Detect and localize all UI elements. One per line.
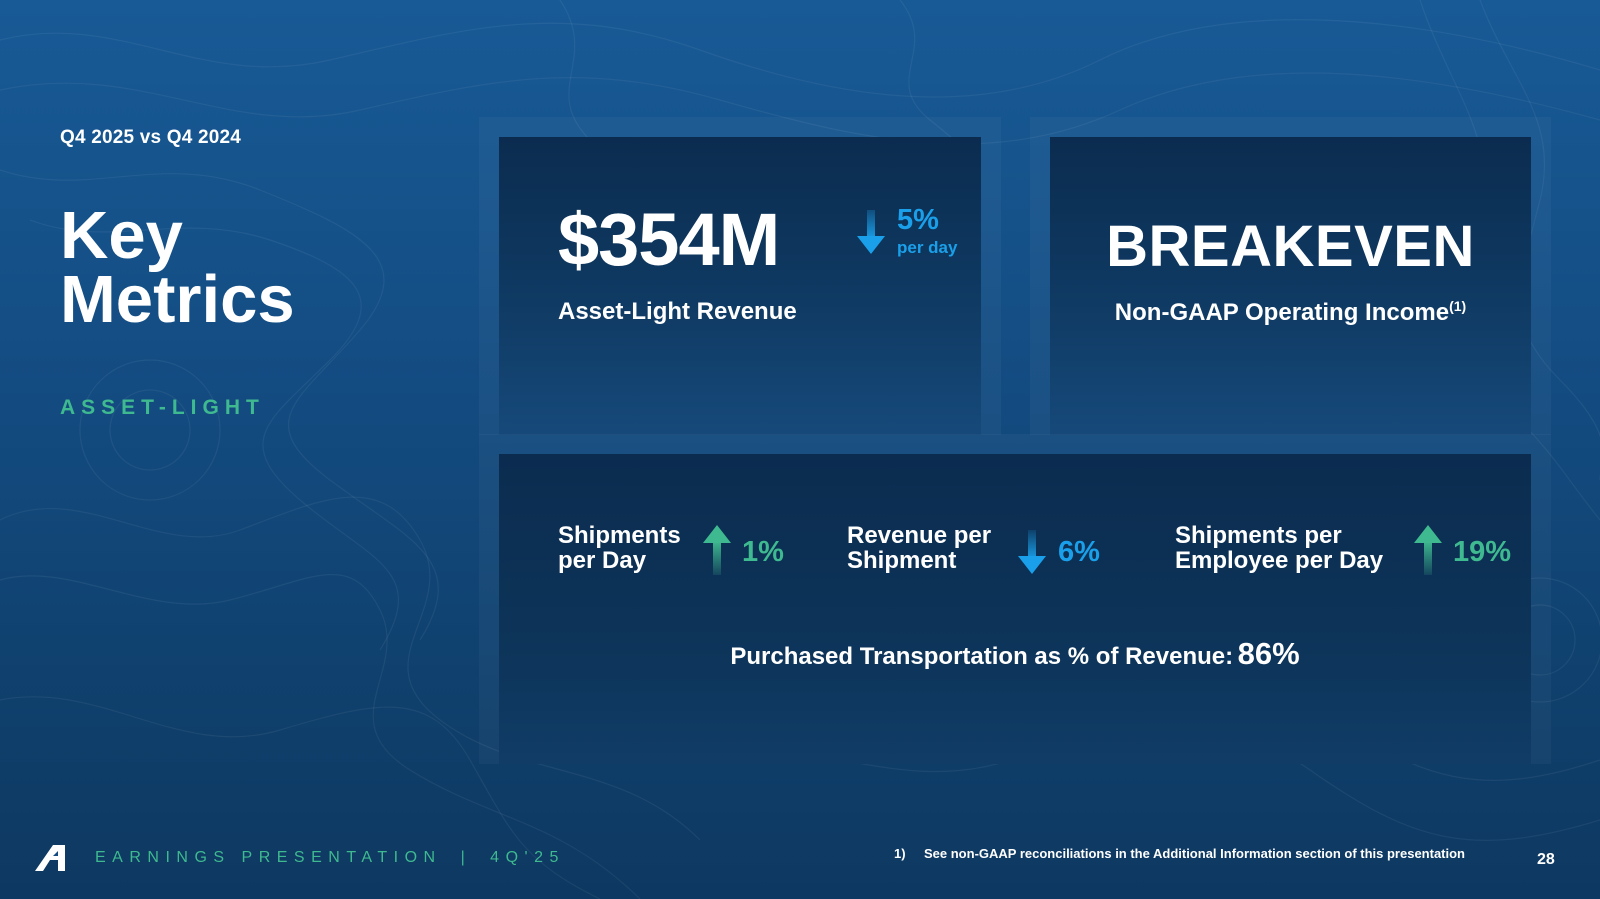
metric-label-line1: Revenue per [847,522,992,549]
footnote-text: See non-GAAP reconciliations in the Addi… [924,846,1465,861]
footer-separator: | [460,849,472,866]
metric-shipments-per-employee: Shipments per Employee per Day [1175,523,1383,573]
income-label-row: Non-GAAP Operating Income(1) [1050,298,1531,327]
section-subtitle: ASSET-LIGHT [60,396,265,419]
income-value: BREAKEVEN [1106,214,1475,279]
footnote-number: 1) [894,846,906,861]
metric-change: 6% [1058,536,1100,568]
revenue-value: $354M [558,198,780,281]
down-arrow-icon [1018,530,1046,574]
logo-icon [35,845,65,871]
metric-label-line1: Shipments [558,522,681,549]
metric-change: 19% [1453,536,1512,568]
footer-brand-text: EARNINGS PRESENTATION [95,849,442,866]
up-arrow-icon [1414,525,1442,575]
purchased-transportation-row: Purchased Transportation as % of Revenue… [499,636,1531,672]
down-arrow-icon [857,210,885,254]
footer-brand: EARNINGS PRESENTATION | 4Q'25 [95,849,565,867]
metric-label-line2: Shipment [847,547,957,574]
footer-quarter: 4Q'25 [490,849,565,866]
revenue-change-unit: per day [897,238,958,257]
metric-label-line2: Employee per Day [1175,547,1384,574]
up-arrow-icon [703,525,731,575]
metric-change: 1% [742,536,784,568]
income-card [1050,137,1531,435]
revenue-label: Asset-Light Revenue [558,298,797,325]
period-label: Q4 2025 vs Q4 2024 [60,127,242,148]
title-line-1: Key [60,198,183,273]
metric-revenue-per-shipment: Revenue per Shipment [847,523,991,573]
footnote-ref: (1) [1449,298,1467,314]
metrics-panel [499,454,1531,764]
page-number: 28 [1537,851,1555,868]
title-line-2: Metrics [60,262,295,337]
purchased-transportation-label: Purchased Transportation as % of Revenue… [730,643,1234,670]
metric-label-line2: per Day [558,547,647,574]
page-title: Key Metrics [60,198,295,337]
metric-label-line1: Shipments per [1175,522,1342,549]
metric-shipments-per-day: Shipments per Day [558,523,681,573]
income-label: Non-GAAP Operating Income [1114,299,1450,326]
purchased-transportation-value: 86% [1237,636,1300,671]
revenue-change: 5% [897,204,939,236]
revenue-card [499,137,981,435]
